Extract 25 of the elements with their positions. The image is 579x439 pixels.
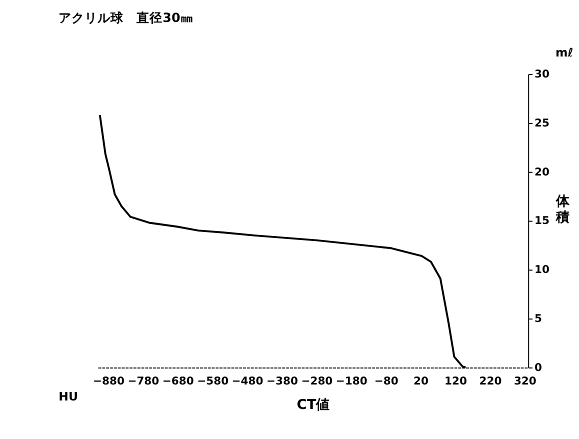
text: mℓ — [556, 45, 574, 60]
y-axis-title: 体積 — [555, 194, 572, 226]
x-tick-label: −180 — [336, 374, 368, 388]
x-tick-label: 20 — [414, 374, 429, 388]
y-tick-label: 20 — [534, 165, 550, 178]
x-tick-label: 120 — [444, 374, 467, 388]
y-tick-label: 30 — [534, 67, 550, 80]
text: HU — [58, 390, 78, 404]
x-tick-label: −380 — [266, 374, 298, 388]
x-tick-label: −280 — [301, 374, 333, 388]
y-tick-label: 25 — [534, 116, 550, 130]
y-tick-label: 5 — [534, 312, 542, 325]
x-tick-label: −680 — [162, 374, 194, 388]
x-tick-label: 220 — [479, 374, 502, 388]
chart-title: アクリル球 直径30㎜ — [58, 10, 194, 26]
x-tick-label: −880 — [92, 374, 124, 388]
y-tick-label: 0 — [534, 360, 542, 374]
y-tick-label: 10 — [534, 263, 550, 276]
x-tick-label: 320 — [514, 374, 536, 388]
x-tick-label: −580 — [197, 374, 229, 388]
x-axis-title: CT値 — [296, 397, 330, 414]
x-tick-label: −80 — [374, 374, 398, 388]
y-tick-label: 15 — [534, 214, 550, 228]
x-tick-label: −480 — [232, 374, 264, 388]
x-tick-label: −780 — [128, 374, 160, 388]
